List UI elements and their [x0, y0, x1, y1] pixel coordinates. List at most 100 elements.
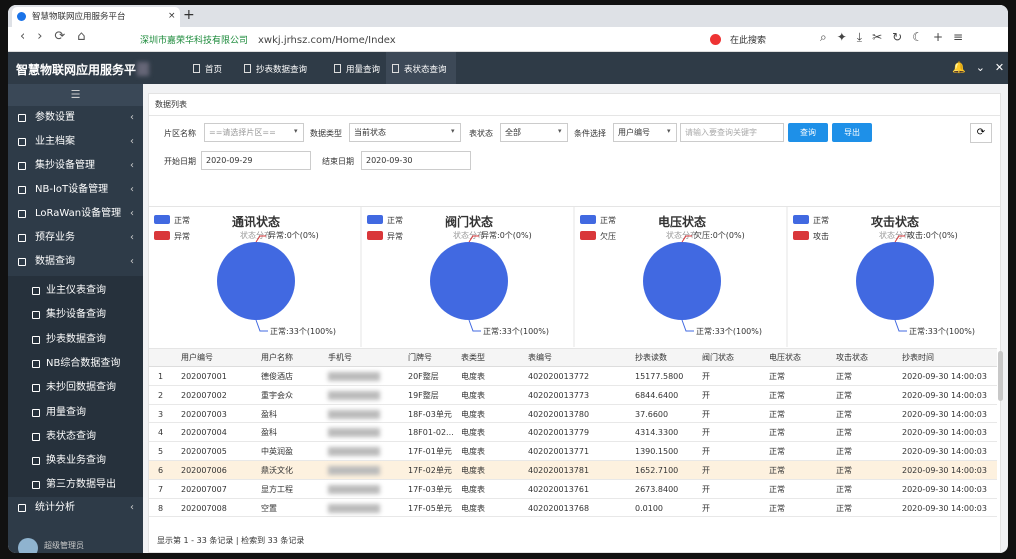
- cell: 正常: [836, 372, 852, 381]
- tab-icon: [244, 64, 251, 73]
- scrollbar[interactable]: [998, 351, 1003, 401]
- blurred-cell: [328, 503, 380, 513]
- menu-arrow: ‹: [130, 112, 134, 123]
- filter-select[interactable]: ==请选择片区==: [204, 123, 304, 142]
- menu-arrow: ‹: [130, 136, 134, 147]
- toolbar-icons[interactable]: ⌕✦⤓✂↻☾+≡: [820, 30, 974, 44]
- legend-label: 正常: [813, 216, 829, 225]
- table-row[interactable]: [149, 423, 997, 443]
- legend-label: 正常: [174, 216, 190, 225]
- user-name: 超级管理员: [44, 541, 84, 550]
- table-header-bg: [149, 348, 997, 367]
- filter-select[interactable]: 当前状态: [349, 123, 461, 142]
- address-company[interactable]: 深圳市嘉荣华科技有限公司: [140, 36, 249, 46]
- keyword-input[interactable]: 请输入要查询关键字: [680, 123, 784, 142]
- table-row[interactable]: [149, 499, 997, 518]
- table-row[interactable]: [149, 461, 997, 480]
- cell: 开: [702, 484, 710, 494]
- page-tab[interactable]: 用量查询: [346, 65, 381, 75]
- table-row[interactable]: [149, 442, 997, 461]
- cell: 开: [702, 466, 710, 475]
- menu-item[interactable]: 业主仪表查询: [46, 285, 106, 296]
- select-arrow: ▾: [451, 127, 455, 135]
- header-icons[interactable]: 🔔⌄✕: [952, 61, 1008, 74]
- cell: 402020013768: [528, 503, 590, 513]
- column-header: 攻击状态: [836, 353, 868, 362]
- button[interactable]: 查询: [788, 123, 828, 142]
- chart-title: 通讯状态: [232, 214, 280, 229]
- menu-item[interactable]: 集抄设备查询: [46, 309, 106, 321]
- pie-slice: [430, 242, 508, 320]
- menu-arrow: ‹: [130, 160, 134, 171]
- address-url[interactable]: xwkj.jrhsz.com/Home/Index: [258, 35, 396, 46]
- table-row[interactable]: [149, 480, 997, 499]
- menu-item[interactable]: 换表业务查询: [46, 455, 106, 467]
- table-row[interactable]: [149, 386, 997, 405]
- menu-item[interactable]: 第三方数据导出: [46, 479, 116, 491]
- legend-label: 攻击: [813, 231, 829, 241]
- filter-select[interactable]: 全部: [500, 123, 568, 142]
- cell: 5: [158, 447, 164, 457]
- browser-tab[interactable]: [12, 7, 180, 27]
- search-box[interactable]: 在此搜索: [730, 36, 767, 46]
- chart-title: 电压状态: [658, 214, 706, 229]
- menu-item[interactable]: 表状态查询: [46, 430, 96, 442]
- menu-item[interactable]: 参数设置: [35, 112, 75, 123]
- menu-item[interactable]: 抄表数据查询: [46, 333, 106, 345]
- tab-icon: [334, 64, 341, 73]
- menu-arrow: ‹: [130, 502, 134, 513]
- menu-icon: [32, 408, 40, 417]
- tab-active-bg: [386, 52, 456, 84]
- page-tab[interactable]: 首页: [205, 65, 223, 75]
- cell: 正常: [769, 428, 785, 438]
- menu-icon: [32, 311, 40, 320]
- cell: 2020-09-30 14:00:03: [902, 372, 987, 381]
- pie-slice: [856, 242, 934, 320]
- menu-item[interactable]: 集抄设备管理: [35, 160, 95, 171]
- menu-icon: [32, 481, 40, 490]
- legend-swatch: [793, 231, 809, 240]
- menu-icon: [18, 138, 26, 146]
- menu-item[interactable]: 数据查询: [35, 256, 75, 267]
- menu-item[interactable]: 用量查询: [46, 406, 86, 418]
- header-blur: [137, 62, 149, 76]
- cell: 18F01-02...: [408, 428, 454, 438]
- cell: 402020013761: [528, 484, 590, 494]
- cell: 电度表: [461, 484, 485, 494]
- menu-item[interactable]: NB-IoT设备管理: [35, 184, 109, 195]
- page-tab[interactable]: 表状态查询: [404, 65, 447, 75]
- menu-item[interactable]: 预存业务: [35, 232, 75, 243]
- blurred-cell: [328, 372, 380, 381]
- cell: 17F-05单元: [408, 503, 452, 513]
- date-input[interactable]: 2020-09-30: [361, 151, 471, 170]
- menu-icon: [32, 287, 40, 295]
- cell: 正常: [836, 503, 852, 513]
- page-tab[interactable]: 抄表数据查询: [256, 65, 308, 75]
- column-header: 用户名称: [261, 353, 293, 362]
- menu-item[interactable]: LoRaWan设备管理: [35, 208, 122, 219]
- menu-icon: [18, 504, 26, 512]
- filter-select[interactable]: 用户编号: [613, 123, 677, 142]
- menu-item[interactable]: 业主档案: [35, 136, 75, 147]
- cell: 2020-09-30 14:00:03: [902, 409, 987, 419]
- cell: 202007004: [181, 428, 227, 438]
- cell: 2020-09-30 14:00:03: [902, 447, 987, 457]
- menu-item[interactable]: NB综合数据查询: [46, 357, 121, 369]
- refresh-button[interactable]: ⟳: [970, 123, 992, 143]
- menu-item[interactable]: 统计分析: [35, 502, 75, 513]
- tab-title[interactable]: 智慧物联网应用服务平台: [32, 12, 126, 22]
- menu-toggle[interactable]: ☰: [8, 84, 143, 106]
- new-tab[interactable]: +: [183, 7, 195, 23]
- button[interactable]: 导出: [832, 123, 872, 142]
- menu-icon: [18, 234, 26, 242]
- cell: 正常: [769, 409, 785, 419]
- menu-icon: [32, 359, 40, 368]
- menu-item[interactable]: 未抄回数据查询: [46, 382, 116, 394]
- legend-swatch: [367, 231, 383, 240]
- cell: 17F-03单元: [408, 484, 452, 494]
- nav-icons[interactable]: ‹›⟳⌂: [20, 29, 98, 44]
- table-row[interactable]: [149, 405, 997, 424]
- value-label: 欠压:0个(0%): [694, 230, 745, 240]
- date-input[interactable]: 2020-09-29: [201, 151, 311, 170]
- table-row[interactable]: [149, 367, 997, 386]
